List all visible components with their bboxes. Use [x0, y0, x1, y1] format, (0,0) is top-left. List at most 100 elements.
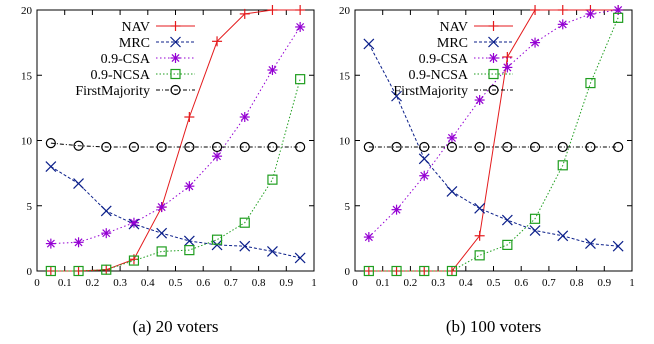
y-tick-label: 5 — [345, 201, 351, 213]
data-point-0-9-csa — [239, 112, 250, 123]
data-point-firstmajority — [391, 141, 402, 153]
legend-marker-mrc — [488, 36, 499, 48]
data-point-0-9-ncsa — [613, 12, 624, 23]
data-point-0-9-csa — [502, 62, 513, 73]
x-tick-label: 0.7 — [542, 277, 556, 289]
data-point-mrc — [294, 252, 306, 264]
data-point-firstmajority — [128, 141, 140, 153]
data-point-firstmajority — [239, 141, 250, 153]
series-line-0-9-ncsa — [50, 79, 301, 272]
legend-label-nav: NAV — [121, 20, 150, 35]
data-point-firstmajority — [419, 141, 430, 153]
y-tick-label: 0 — [345, 266, 351, 278]
x-tick-label: 0.5 — [169, 277, 183, 289]
data-point-nav — [101, 264, 112, 275]
legend-marker-0-9-ncsa — [488, 68, 499, 80]
data-point-0-9-csa — [585, 8, 596, 19]
data-point-nav — [73, 266, 84, 276]
data-point-0-9-csa — [419, 170, 430, 181]
data-point-0-9-ncsa — [529, 213, 541, 224]
data-point-nav — [530, 5, 541, 15]
data-point-0-9-ncsa — [45, 265, 56, 277]
data-point-firstmajority — [585, 141, 596, 153]
data-point-mrc — [45, 161, 57, 173]
data-point-mrc — [391, 90, 402, 102]
legend-marker-firstmajority — [170, 84, 181, 96]
data-point-0-9-csa — [391, 204, 402, 215]
x-tick-label: 0.8 — [252, 277, 266, 289]
legend-marker-mrc — [170, 36, 181, 48]
data-point-0-9-csa — [101, 228, 112, 239]
legend-marker-0-9-ncsa — [170, 68, 181, 80]
data-point-mrc — [557, 230, 569, 242]
data-point-0-9-ncsa — [363, 265, 374, 277]
x-tick-label: 0.6 — [514, 277, 528, 289]
y-tick-label: 5 — [27, 201, 33, 213]
legend-label-0-9-ncsa: 0.9-NCSA — [90, 68, 150, 83]
series-line-0-9-csa — [50, 26, 301, 245]
series-line-nav — [368, 9, 619, 272]
x-tick-label: 0.4 — [141, 277, 155, 289]
x-tick-label: 0.4 — [459, 277, 473, 289]
data-point-nav — [502, 51, 513, 62]
data-point-mrc — [363, 38, 375, 50]
data-point-firstmajority — [45, 138, 56, 149]
data-point-firstmajority — [474, 141, 485, 153]
series-line-0-9-csa — [368, 9, 619, 238]
data-point-0-9-csa — [45, 238, 56, 249]
y-tick-label: 10 — [339, 136, 351, 148]
legend-marker-0-9-csa — [170, 53, 181, 63]
data-point-firstmajority — [529, 141, 541, 153]
series-line-nav — [50, 9, 301, 272]
x-tick-label: 0.2 — [86, 277, 100, 289]
data-point-firstmajority — [502, 141, 513, 153]
data-point-0-9-ncsa — [156, 246, 167, 257]
legend-label-mrc: MRC — [119, 36, 150, 51]
data-point-0-9-ncsa — [557, 160, 568, 171]
data-point-0-9-csa — [446, 132, 457, 143]
data-point-0-9-csa — [363, 232, 374, 243]
data-point-0-9-ncsa — [419, 265, 430, 277]
data-point-0-9-csa — [156, 202, 167, 213]
data-point-firstmajority — [446, 141, 458, 153]
data-point-nav — [267, 5, 278, 15]
data-point-0-9-csa — [474, 95, 485, 106]
x-tick-label: 0.1 — [376, 277, 390, 289]
data-point-0-9-ncsa — [101, 264, 112, 275]
data-point-0-9-csa — [128, 217, 139, 228]
data-point-0-9-ncsa — [128, 255, 140, 266]
data-point-0-9-ncsa — [585, 77, 596, 89]
data-point-nav — [295, 5, 306, 15]
data-point-0-9-ncsa — [73, 265, 84, 277]
data-point-0-9-ncsa — [184, 245, 195, 256]
data-point-firstmajority — [73, 140, 84, 151]
chart-panel-b: 0 0.1 0.2 0.3 0.4 0.5 0.6 0.7 0.8 0.9 105101520NAV… — [339, 5, 635, 336]
data-point-0-9-csa — [267, 65, 278, 76]
x-tick-label: 0.9 — [597, 277, 611, 289]
legend-label-0-9-ncsa: 0.9-NCSA — [408, 68, 468, 83]
legend-marker-firstmajority — [488, 84, 499, 96]
data-point-mrc — [529, 225, 541, 236]
data-point-0-9-ncsa — [239, 217, 250, 228]
data-point-0-9-ncsa — [295, 74, 306, 85]
series-line-firstmajority — [50, 142, 301, 148]
data-point-0-9-ncsa — [391, 265, 402, 277]
plot-frame — [36, 9, 315, 272]
data-point-nav — [419, 266, 430, 276]
data-point-mrc — [267, 246, 278, 257]
series-line-mrc — [50, 166, 301, 259]
data-point-0-9-ncsa — [474, 250, 485, 261]
data-point-firstmajority — [613, 141, 624, 153]
x-tick-label: 1 — [311, 277, 317, 289]
data-point-firstmajority — [557, 141, 568, 153]
x-tick-label: 0 — [34, 277, 40, 289]
data-point-firstmajority — [295, 141, 306, 153]
data-point-mrc — [501, 214, 513, 226]
y-tick-label: 0 — [27, 266, 33, 278]
legend-label-0-9-csa: 0.9-CSA — [419, 52, 469, 67]
legend-marker-nav — [488, 21, 499, 31]
chart-caption: (a) 20 voters — [133, 317, 219, 336]
data-point-mrc — [474, 202, 486, 214]
data-point-mrc — [446, 185, 458, 197]
